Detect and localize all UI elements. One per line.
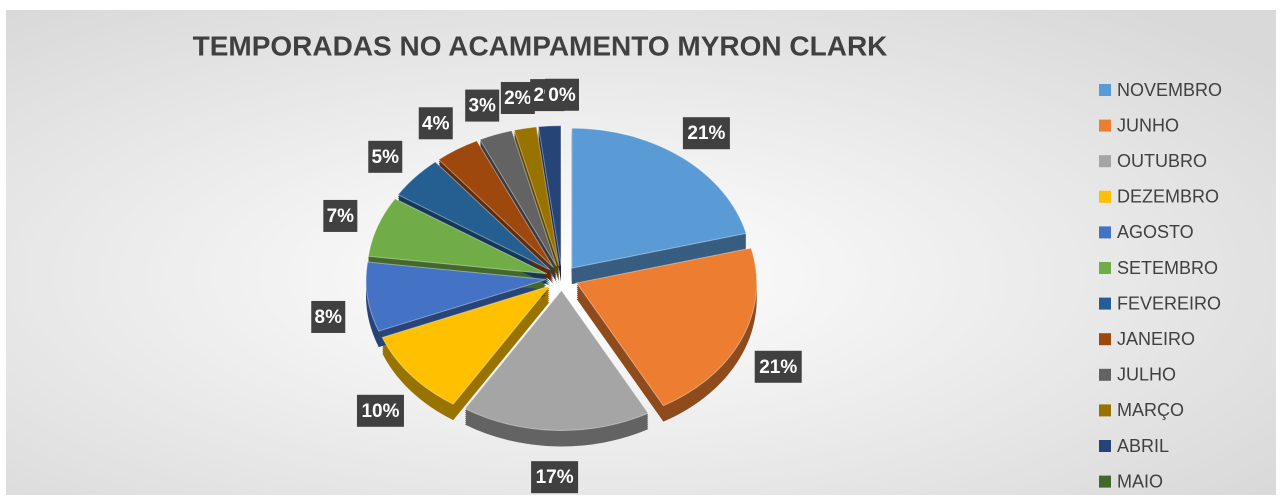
legend-swatch [1099,119,1111,132]
legend-swatch [1099,404,1111,417]
legend-swatch [1099,84,1111,96]
legend-label: NOVEMBRO [1117,80,1222,100]
legend-label: SETEMBRO [1117,258,1218,278]
data-label-box [368,140,403,173]
slice [464,289,649,431]
slice [513,126,560,266]
legend-label: MARÇO [1117,400,1184,420]
legend-label: JUNHO [1117,115,1179,135]
legend-swatch [1099,155,1111,168]
chart-title: TEMPORADAS NO ACAMPAMENTO MYRON CLARK [193,30,888,61]
data-label: 17% [536,467,574,488]
slice [437,140,554,268]
data-label-box [531,461,579,494]
data-label-box [682,117,730,150]
data-label-box [465,89,500,122]
data-label-box [323,199,358,232]
legend-swatch [1099,440,1111,452]
slice [537,125,562,266]
legend-swatch [1099,190,1111,203]
legend-swatch [1099,368,1111,381]
legend-swatch [1099,297,1111,310]
data-label-box [500,82,535,115]
slice [365,261,547,332]
legend-label: DEZEMBRO [1117,187,1219,207]
legend-swatch [1099,475,1111,488]
slice [571,127,747,269]
legend-label: FEVEREIRO [1117,293,1221,313]
legend-label: JULHO [1117,365,1176,385]
legend-label: JANEIRO [1117,329,1195,349]
legend-swatch [1099,226,1111,239]
data-label: 8% [315,307,343,328]
data-label-box [754,350,802,383]
legend-label: ABRIL [1117,436,1169,456]
data-label: 21% [687,123,725,144]
legend-label: AGOSTO [1117,222,1194,242]
data-label-box [418,107,453,140]
legend-label: OUTUBRO [1117,151,1207,171]
data-label: 3% [468,96,496,117]
data-label: 21% [759,357,797,378]
data-label-box [311,300,346,333]
data-label-box [356,394,404,427]
slice [381,284,552,405]
data-label: 5% [372,147,400,168]
slice [575,247,758,407]
data-label: 7% [327,206,355,227]
slice [397,161,551,271]
data-label: 4% [422,113,450,134]
data-label-box [545,78,579,111]
slice [479,130,558,267]
slice [367,198,548,275]
legend-swatch [1099,262,1111,274]
data-label: 2% [504,88,532,109]
data-label: 0% [548,85,576,106]
data-label: 10% [361,401,399,422]
legend-label: MAIO [1117,471,1163,491]
legend-swatch [1099,333,1111,346]
